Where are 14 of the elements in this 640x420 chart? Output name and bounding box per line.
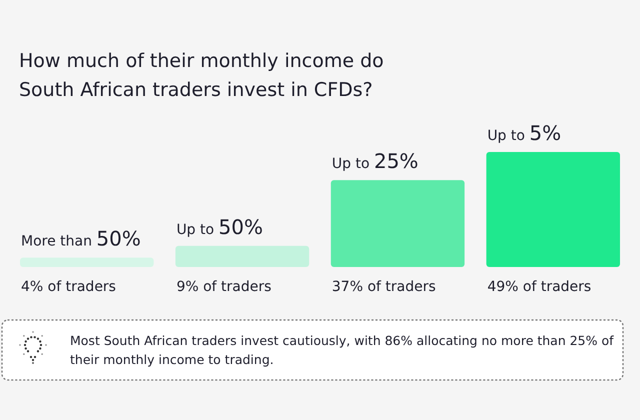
data-label: 9% of traders [176, 279, 272, 295]
x-tick-label: Up to 5% [487, 121, 562, 145]
bar [20, 258, 154, 267]
bar [175, 246, 310, 267]
bar [486, 152, 620, 267]
x-tick-label: More than 50% [21, 226, 141, 251]
x-tick-label: Up to 25% [332, 149, 418, 174]
text: Most South African traders invest cautiously, with 86% allocating no more than 25% of their monthly income to trading. [70, 333, 614, 367]
data-label: 4% of traders [21, 279, 116, 295]
data-label: 49% of traders [487, 279, 592, 295]
data-label: 37% of traders [332, 279, 436, 295]
x-tick-label: Up to 50% [176, 214, 263, 239]
bar [330, 180, 465, 267]
chart-title: How much of their monthly income do South African traders invest in CFDs? [19, 50, 384, 101]
